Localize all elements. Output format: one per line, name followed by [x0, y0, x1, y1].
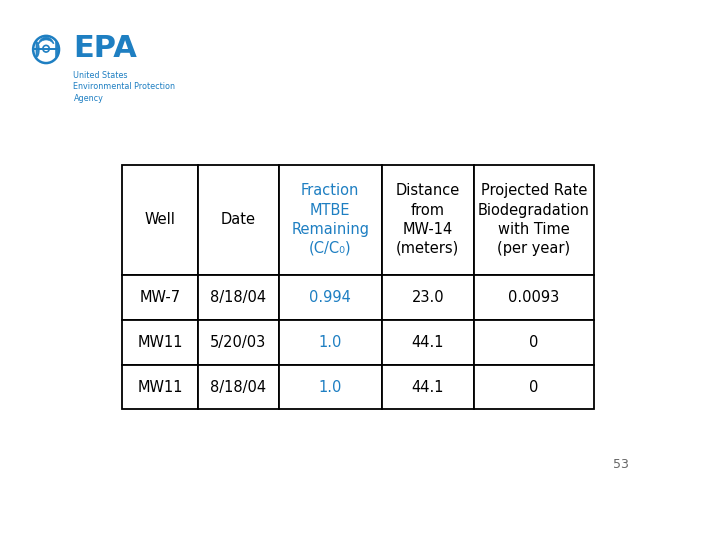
- Bar: [122, 275, 198, 320]
- Bar: [198, 165, 279, 275]
- Bar: [279, 320, 382, 365]
- Text: 8/18/04: 8/18/04: [210, 290, 266, 305]
- Text: Date: Date: [220, 212, 256, 227]
- Bar: [122, 320, 198, 365]
- Bar: [474, 165, 594, 275]
- Text: Distance
from
MW-14
(meters): Distance from MW-14 (meters): [396, 184, 460, 256]
- Bar: [382, 364, 474, 409]
- Text: 0: 0: [529, 335, 539, 349]
- Text: 1.0: 1.0: [318, 335, 342, 349]
- Text: EPA: EPA: [73, 34, 138, 63]
- Bar: [279, 364, 382, 409]
- Bar: [474, 364, 594, 409]
- Text: 0: 0: [529, 380, 539, 395]
- Bar: [122, 364, 198, 409]
- Bar: [198, 320, 279, 365]
- Text: MW11: MW11: [138, 380, 183, 395]
- Bar: [382, 275, 474, 320]
- Text: 44.1: 44.1: [412, 335, 444, 349]
- Bar: [279, 275, 382, 320]
- Text: Well: Well: [145, 212, 176, 227]
- Bar: [122, 165, 198, 275]
- Text: Fraction
MTBE
Remaining
(C/C₀): Fraction MTBE Remaining (C/C₀): [291, 184, 369, 256]
- PathPatch shape: [38, 37, 54, 44]
- Text: MW-7: MW-7: [140, 290, 181, 305]
- Text: 0.0093: 0.0093: [508, 290, 559, 305]
- Text: United States
Environmental Protection
Agency: United States Environmental Protection A…: [73, 71, 176, 103]
- Bar: [279, 165, 382, 275]
- Bar: [474, 320, 594, 365]
- Text: MW11: MW11: [138, 335, 183, 349]
- Text: 23.0: 23.0: [412, 290, 444, 305]
- Bar: [198, 275, 279, 320]
- Polygon shape: [36, 42, 39, 57]
- Text: 0.994: 0.994: [310, 290, 351, 305]
- Text: Projected Rate
Biodegradation
with Time
(per year): Projected Rate Biodegradation with Time …: [478, 184, 590, 256]
- Text: 44.1: 44.1: [412, 380, 444, 395]
- Text: 53: 53: [613, 458, 629, 471]
- Bar: [198, 364, 279, 409]
- Text: 5/20/03: 5/20/03: [210, 335, 266, 349]
- Polygon shape: [56, 42, 58, 57]
- Bar: [474, 275, 594, 320]
- Circle shape: [43, 45, 49, 52]
- Text: 8/18/04: 8/18/04: [210, 380, 266, 395]
- Bar: [382, 165, 474, 275]
- Text: 1.0: 1.0: [318, 380, 342, 395]
- Bar: [382, 320, 474, 365]
